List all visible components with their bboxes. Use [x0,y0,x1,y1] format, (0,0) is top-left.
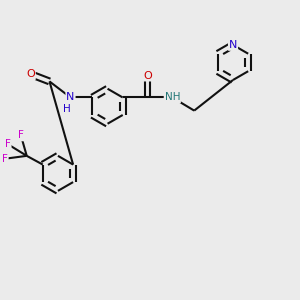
Text: F: F [5,139,11,149]
Text: O: O [143,70,152,81]
Text: F: F [18,130,24,140]
Text: F: F [2,154,8,164]
Text: N: N [229,40,237,50]
Text: NH: NH [165,92,180,103]
Text: O: O [26,69,35,79]
Text: H: H [63,103,71,114]
Text: N: N [66,92,75,103]
